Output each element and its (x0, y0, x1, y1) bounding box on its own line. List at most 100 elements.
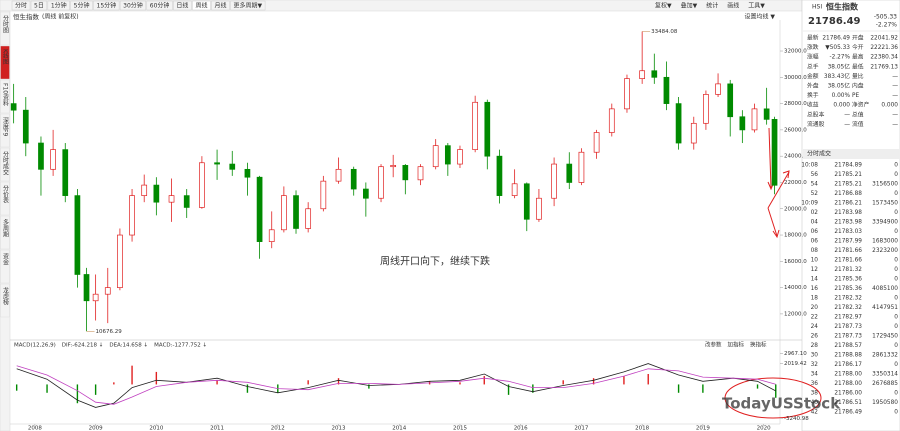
sidebar-label[interactable]: K线图 (2, 49, 9, 66)
candle-body (268, 229, 275, 242)
sidebar-tab[interactable] (0, 215, 10, 250)
tab[interactable] (47, 0, 70, 11)
candle-body (651, 70, 658, 78)
tool-button[interactable]: 画线 (727, 2, 739, 10)
macd-line (16, 365, 776, 405)
sidebar-label[interactable]: 分价表 (2, 184, 9, 204)
candle-body (293, 195, 299, 229)
macd-legend: DEA:14.658 ↓ (109, 342, 148, 349)
tool-button[interactable]: 工具▼ (748, 3, 765, 10)
indicator-button[interactable]: 加指标 (728, 341, 745, 349)
sidebar-tab[interactable] (0, 283, 10, 318)
x-tick-label: 2016 (514, 426, 528, 431)
sidebar-label[interactable]: F10资料 (2, 83, 9, 107)
quote-label: 金额 (807, 72, 819, 80)
quote-label: 外盘 (807, 82, 819, 90)
trade-volume: 0 (894, 324, 898, 330)
trade-volume: 2861332 (872, 353, 898, 359)
tab-label[interactable]: 分时 (15, 2, 27, 10)
trade-time: 08 (811, 248, 819, 254)
y-tick-label: -3240.98 (784, 416, 809, 422)
sidebar-label[interactable]: 分时成交 (2, 150, 9, 176)
tab-label[interactable]: 周线 (195, 2, 207, 10)
tab[interactable] (211, 0, 230, 11)
tab-label[interactable]: 1分钟 (51, 2, 67, 10)
tab-label[interactable]: 月线 (214, 2, 226, 10)
chart-title: 恒生指数 (13, 12, 40, 21)
trade-price: 21786.00 (834, 391, 862, 397)
trade-price: 21786.21 (834, 201, 862, 207)
trade-price: 21781.66 (834, 258, 862, 264)
tab-label[interactable]: 5分钟 (74, 2, 90, 10)
tab[interactable] (70, 0, 93, 11)
tab-label[interactable]: 15分钟 (97, 2, 117, 10)
tab[interactable] (192, 0, 211, 11)
tab[interactable] (146, 0, 173, 11)
candle-body (363, 188, 369, 199)
tab-label[interactable]: 更多周期▼ (233, 2, 262, 10)
tab[interactable] (230, 0, 266, 11)
candle-body (511, 183, 518, 196)
indicator-button[interactable]: 换指标 (750, 341, 767, 349)
tab-label[interactable]: 60分钟 (150, 2, 170, 10)
sidebar-tab[interactable] (0, 249, 10, 284)
ma-button[interactable]: 设置均线 ▼ (744, 13, 775, 21)
sidebar-tab[interactable] (0, 11, 10, 46)
trade-time: 10 (811, 258, 819, 264)
trade-volume: 4085100 (872, 286, 898, 292)
tab-label[interactable]: 30分钟 (123, 2, 143, 10)
sidebar-tab[interactable] (0, 45, 10, 80)
candle-body (715, 83, 721, 95)
sidebar-tab[interactable] (0, 79, 10, 114)
trade-price: 21785.36 (834, 286, 862, 292)
sidebar-label[interactable]: 深度F9 (2, 116, 9, 136)
sidebar-label[interactable]: 资金 (2, 252, 9, 265)
tab[interactable] (119, 0, 147, 11)
trade-time: 40 (811, 400, 819, 406)
x-tick-label: 2014 (392, 426, 406, 431)
quote-value: 38.05亿 (828, 62, 851, 70)
x-tick-label: 2020 (757, 426, 771, 431)
candle-body (536, 197, 542, 220)
candle-body (566, 163, 573, 183)
quote-label: 涨幅 (807, 53, 819, 61)
candle-body (727, 83, 734, 118)
candle-body (350, 168, 357, 190)
trades-title[interactable]: 分时成交 (807, 150, 831, 158)
tool-button[interactable]: 复权▼ (655, 2, 672, 10)
sidebar-label[interactable]: 分时图 (2, 14, 9, 34)
tab-label[interactable]: 日线 (176, 2, 188, 10)
tab[interactable] (11, 0, 31, 11)
trade-time: 10:08 (801, 163, 818, 169)
sidebar-tab[interactable] (0, 181, 10, 216)
tab[interactable] (30, 0, 48, 11)
candle-body (763, 108, 770, 120)
trade-volume: 0 (894, 258, 898, 264)
candle-body (129, 195, 135, 236)
sidebar-tab[interactable] (0, 147, 10, 182)
indicator-button[interactable]: 改参数 (705, 341, 722, 349)
x-tick-label: 2012 (271, 426, 285, 431)
candle-body (690, 122, 697, 144)
tab[interactable] (173, 0, 192, 11)
quote-change: -505.33 (874, 14, 897, 21)
tool-button[interactable]: 统计 (706, 2, 718, 10)
candle-body (608, 108, 615, 133)
sidebar-tab[interactable] (0, 113, 10, 148)
candle-body (50, 149, 56, 170)
sidebar-label[interactable]: 多周期 (2, 218, 9, 238)
quote-value: — (892, 84, 898, 90)
tab-label[interactable]: 5日 (34, 3, 44, 10)
candle-body (183, 195, 190, 208)
tab[interactable] (93, 0, 120, 11)
quote-label: 今开 (852, 43, 864, 51)
candle-body (229, 163, 236, 170)
sidebar-label[interactable]: 龙虎榜 (2, 286, 9, 306)
quote-label: 收益 (807, 101, 819, 109)
trade-price: 21788.00 (834, 372, 862, 378)
quote-value: 38.05亿 (828, 82, 851, 90)
quote-pct: -2.27% (876, 22, 898, 29)
candle-body (305, 208, 312, 229)
tool-button[interactable]: 叠加▼ (681, 2, 698, 10)
